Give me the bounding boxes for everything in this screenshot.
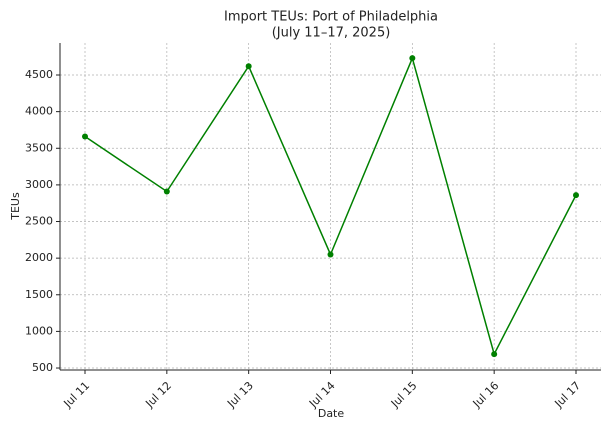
marker xyxy=(491,351,498,358)
y-tick-label: 4500 xyxy=(25,68,53,81)
marker xyxy=(327,251,334,258)
y-tick-label: 4000 xyxy=(25,105,53,118)
x-tick-label: Jul 13 xyxy=(224,379,256,411)
x-tick-label: Jul 11 xyxy=(61,379,93,411)
y-tick-label: 1000 xyxy=(25,324,53,337)
chart-title: Import TEUs: Port of Philadelphia xyxy=(224,10,438,25)
x-tick-label: Jul 16 xyxy=(470,379,502,411)
y-tick-label: 3500 xyxy=(25,141,53,154)
marker xyxy=(409,55,416,62)
marker xyxy=(82,133,88,140)
x-axis-label: Date xyxy=(318,407,345,420)
x-tick-label: Jul 17 xyxy=(552,379,584,411)
y-tick-label: 1500 xyxy=(25,288,53,301)
line xyxy=(84,55,577,357)
x-tick-label: Jul 14 xyxy=(306,379,338,411)
x-tick-label: Jul 15 xyxy=(388,379,420,411)
marker xyxy=(163,188,170,195)
chart-subtitle: (July 11–17, 2025) xyxy=(272,26,391,41)
marker xyxy=(573,192,579,199)
y-tick-label: 500 xyxy=(32,361,53,374)
x-tick-label: Jul 12 xyxy=(142,379,174,411)
y-tick-label: 2000 xyxy=(25,251,53,264)
y-tick-label: 3000 xyxy=(25,178,53,191)
marker xyxy=(245,63,252,70)
y-tick-label: 2500 xyxy=(25,215,53,228)
y-axis-label: TEUs xyxy=(9,192,22,221)
